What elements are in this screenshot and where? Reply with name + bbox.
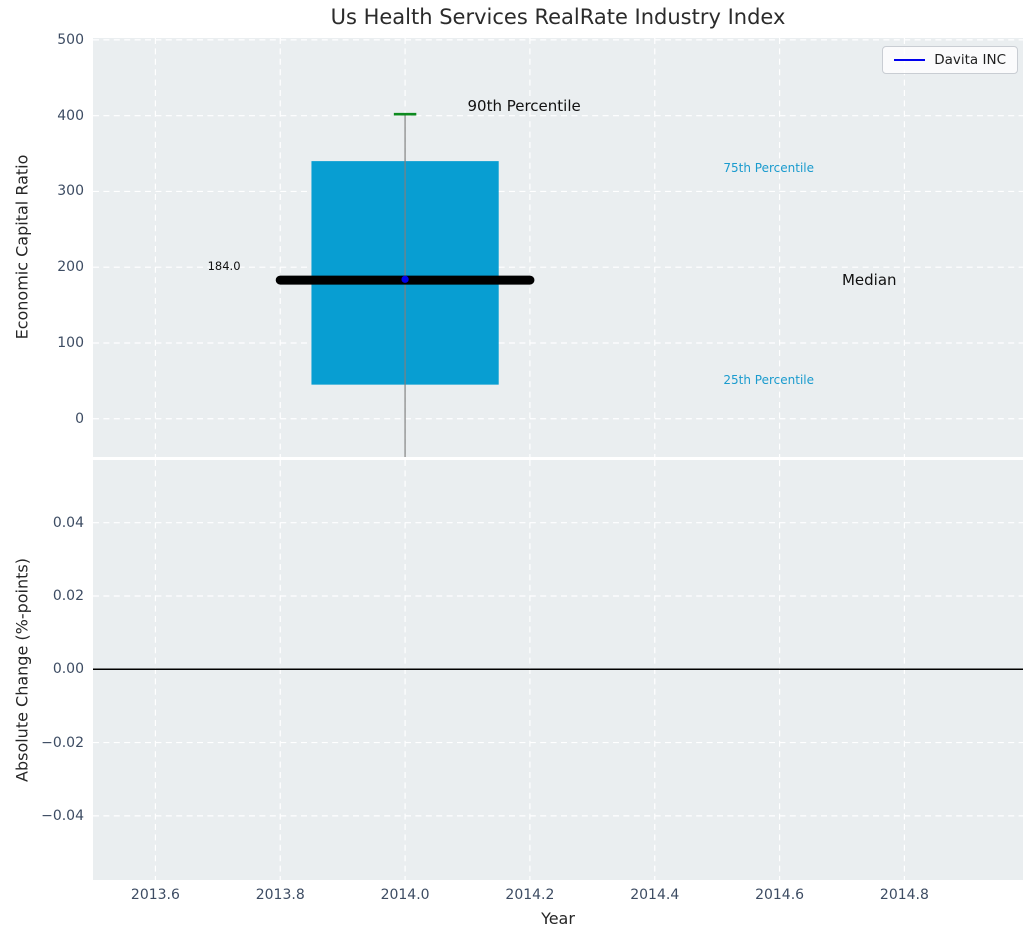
- annotation-median: Median: [841, 271, 897, 290]
- x-tick-label: 2014.2: [505, 887, 555, 903]
- x-tick-label: 2014.6: [755, 887, 805, 903]
- x-axis-label: Year: [541, 909, 575, 928]
- y-tick-label: −0.02: [41, 734, 84, 751]
- y-tick-label: 0.04: [52, 514, 84, 531]
- x-tick-label: 2014.0: [380, 887, 430, 903]
- x-tick-label: 2013.8: [255, 887, 305, 903]
- y-tick-label: 0.02: [52, 587, 84, 604]
- x-tick-label: 2014.4: [630, 887, 680, 903]
- legend-label: Davita INC: [934, 52, 1006, 68]
- top-plot-canvas: [93, 38, 1023, 457]
- y-tick-label: 300: [57, 183, 84, 200]
- annotation-75th-percentile: 75th Percentile: [723, 160, 814, 175]
- bottom-plot: [93, 460, 1023, 880]
- y-tick-label: 0.00: [52, 661, 84, 678]
- top-plot: Davita INC: [93, 38, 1023, 457]
- y-tick-label: 400: [57, 107, 84, 124]
- legend-line-swatch: [894, 59, 926, 61]
- chart-title: Us Health Services RealRate Industry Ind…: [330, 5, 786, 29]
- y-tick-label: 500: [57, 31, 84, 48]
- y-tick-label: 100: [57, 334, 84, 351]
- annotation-25th-percentile: 25th Percentile: [723, 373, 814, 388]
- y-tick-label: 0: [75, 410, 84, 427]
- x-tick-label: 2014.8: [879, 887, 929, 903]
- bottom-plot-canvas: [93, 460, 1023, 880]
- annotation-184-0: 184.0: [207, 258, 241, 273]
- y-tick-label: −0.04: [41, 807, 84, 824]
- y-tick-label: 200: [57, 259, 84, 276]
- x-tick-label: 2013.6: [130, 887, 180, 903]
- annotation-90th-percentile: 90th Percentile: [467, 96, 581, 115]
- company-point: [401, 275, 409, 283]
- legend: Davita INC: [882, 46, 1018, 74]
